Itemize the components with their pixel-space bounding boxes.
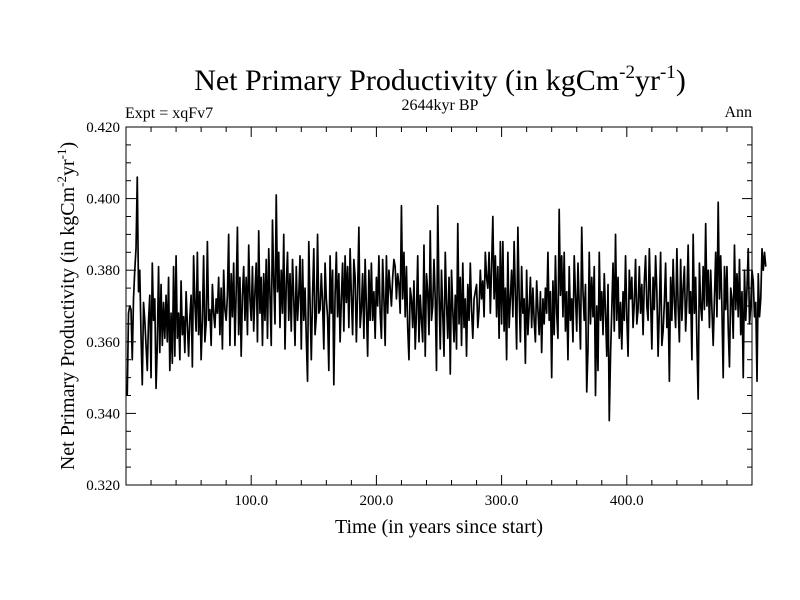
y-tick-label: 0.320	[86, 478, 120, 494]
y-axis-label: Net Primary Productivity (in kgCm-2yr-1)	[54, 142, 79, 470]
tick-marks	[126, 127, 752, 485]
y-tick-label: 0.420	[86, 120, 120, 136]
y-tick-label: 0.400	[86, 192, 120, 208]
chart-subtitle: 2644kyr BP	[402, 97, 479, 114]
experiment-label: Expt = xqFv7	[125, 105, 213, 122]
y-tick-label: 0.360	[86, 335, 120, 351]
x-tick-labels: 100.0 200.0 300.0 400.0	[234, 493, 643, 509]
x-axis-label: Time (in years since start)	[335, 516, 543, 538]
y-tick-labels: 0.320 0.340 0.360 0.380 0.400 0.420	[86, 120, 120, 494]
season-label: Ann	[724, 104, 752, 121]
x-tick-label: 100.0	[234, 493, 268, 509]
x-tick-label: 400.0	[610, 493, 644, 509]
chart-title: Net Primary Productivity (in kgCm-2yr-1)	[194, 62, 686, 97]
y-tick-label: 0.380	[86, 263, 120, 279]
x-tick-label: 200.0	[360, 493, 394, 509]
data-series-line	[126, 176, 767, 422]
y-tick-label: 0.340	[86, 406, 120, 422]
x-tick-label: 300.0	[485, 493, 519, 509]
